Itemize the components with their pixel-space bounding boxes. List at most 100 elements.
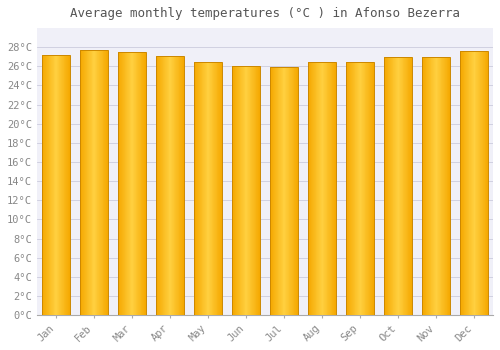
Bar xyxy=(219,63,220,315)
Bar xyxy=(289,67,290,315)
Bar xyxy=(444,57,445,315)
Bar xyxy=(255,66,256,315)
Bar xyxy=(425,57,426,315)
Bar xyxy=(91,50,92,315)
Bar xyxy=(65,55,66,315)
Bar xyxy=(424,57,425,315)
Bar xyxy=(93,50,94,315)
Bar xyxy=(214,63,216,315)
Bar xyxy=(464,51,465,315)
Bar xyxy=(486,51,487,315)
Bar xyxy=(48,55,49,315)
Bar xyxy=(330,63,331,315)
Bar xyxy=(128,52,129,315)
Bar xyxy=(295,67,296,315)
Bar xyxy=(485,51,486,315)
Bar xyxy=(238,66,239,315)
Bar xyxy=(400,57,401,315)
Bar xyxy=(328,63,329,315)
Bar xyxy=(392,57,393,315)
Bar xyxy=(194,63,195,315)
Bar xyxy=(162,56,163,315)
Bar xyxy=(145,52,146,315)
Bar xyxy=(119,52,120,315)
Bar xyxy=(218,63,219,315)
Bar xyxy=(142,52,143,315)
Bar xyxy=(423,57,424,315)
Bar xyxy=(137,52,138,315)
Bar xyxy=(283,67,284,315)
Bar xyxy=(194,63,222,315)
Bar xyxy=(271,67,272,315)
Bar xyxy=(357,63,358,315)
Bar xyxy=(355,63,356,315)
Bar xyxy=(105,50,106,315)
Bar xyxy=(181,56,182,315)
Bar xyxy=(174,56,175,315)
Bar xyxy=(446,57,447,315)
Bar xyxy=(138,52,139,315)
Bar xyxy=(242,66,243,315)
Bar xyxy=(308,63,310,315)
Bar xyxy=(331,63,332,315)
Bar xyxy=(473,51,474,315)
Bar xyxy=(407,57,408,315)
Bar xyxy=(45,55,46,315)
Bar xyxy=(42,55,70,315)
Bar xyxy=(160,56,161,315)
Bar xyxy=(384,57,385,315)
Bar xyxy=(393,57,394,315)
Bar xyxy=(240,66,241,315)
Bar xyxy=(385,57,386,315)
Bar xyxy=(52,55,53,315)
Bar xyxy=(81,50,82,315)
Bar xyxy=(80,50,81,315)
Bar xyxy=(87,50,88,315)
Bar xyxy=(49,55,50,315)
Bar xyxy=(402,57,403,315)
Bar xyxy=(335,63,336,315)
Bar xyxy=(56,55,57,315)
Bar xyxy=(257,66,258,315)
Bar xyxy=(438,57,439,315)
Bar xyxy=(348,63,349,315)
Bar xyxy=(296,67,297,315)
Bar xyxy=(204,63,205,315)
Bar xyxy=(80,50,108,315)
Bar xyxy=(449,57,450,315)
Bar xyxy=(196,63,197,315)
Bar xyxy=(44,55,45,315)
Bar xyxy=(397,57,398,315)
Bar xyxy=(440,57,441,315)
Bar xyxy=(212,63,213,315)
Bar xyxy=(286,67,287,315)
Bar xyxy=(468,51,469,315)
Bar xyxy=(94,50,96,315)
Bar xyxy=(296,67,297,315)
Bar xyxy=(103,50,104,315)
Bar xyxy=(366,63,367,315)
Bar xyxy=(347,63,348,315)
Bar xyxy=(84,50,85,315)
Bar xyxy=(482,51,483,315)
Bar xyxy=(391,57,392,315)
Bar xyxy=(121,52,122,315)
Bar xyxy=(216,63,217,315)
Bar xyxy=(217,63,218,315)
Bar xyxy=(277,67,278,315)
Bar xyxy=(272,67,273,315)
Bar xyxy=(276,67,277,315)
Bar xyxy=(333,63,334,315)
Bar xyxy=(200,63,201,315)
Bar xyxy=(436,57,437,315)
Bar xyxy=(434,57,435,315)
Bar xyxy=(92,50,93,315)
Bar xyxy=(99,50,100,315)
Bar xyxy=(67,55,68,315)
Bar xyxy=(472,51,473,315)
Bar xyxy=(208,63,209,315)
Bar xyxy=(435,57,436,315)
Bar xyxy=(171,56,172,315)
Bar xyxy=(465,51,466,315)
Bar xyxy=(371,63,372,315)
